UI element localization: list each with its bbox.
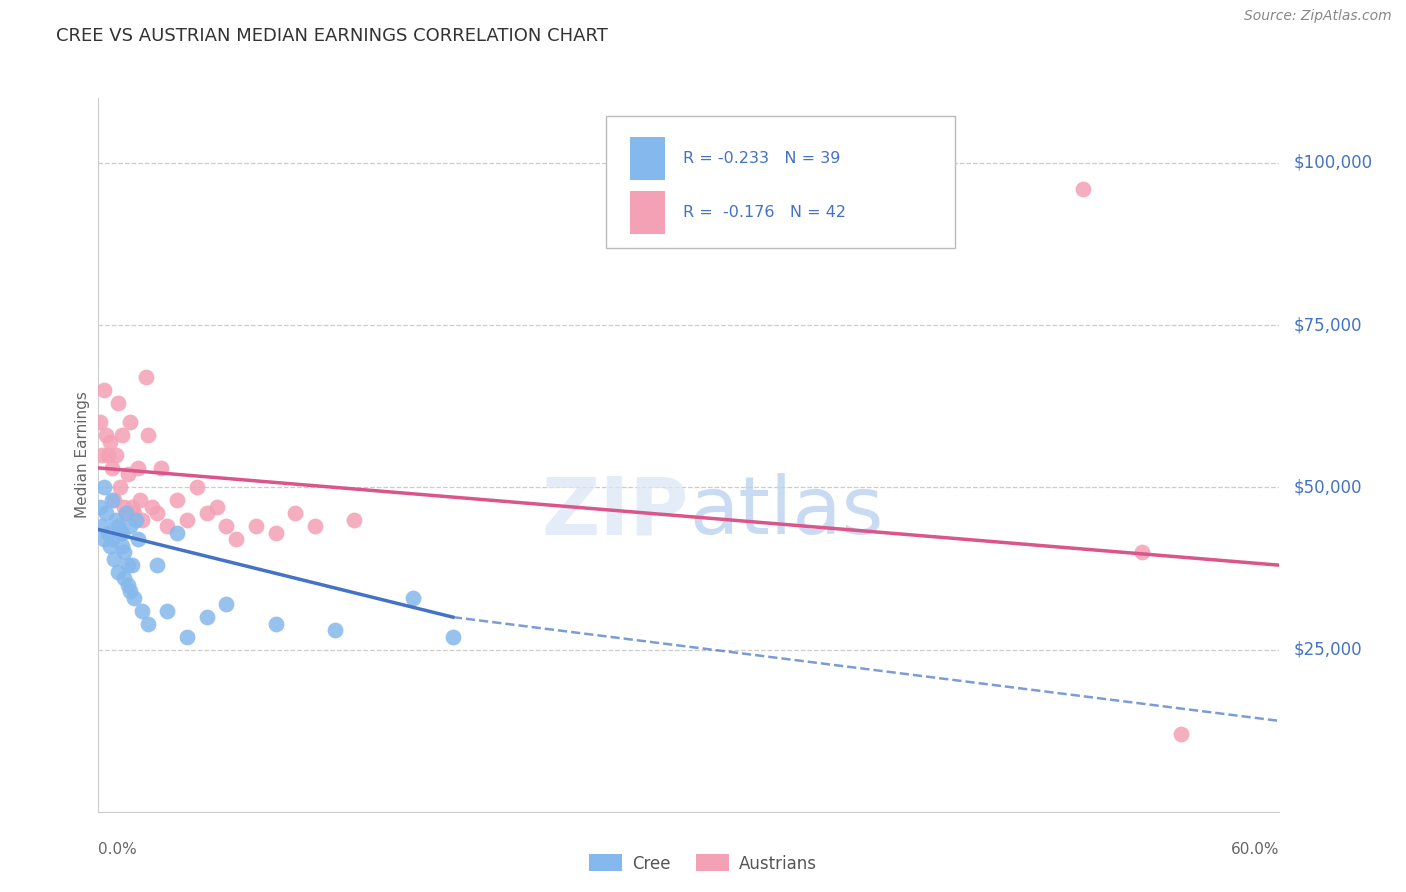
Point [112, 500, 135, 514]
Point [131, 604, 153, 618]
Point [91, 519, 114, 533]
Text: $50,000: $50,000 [1294, 478, 1362, 496]
Point [111, 428, 134, 442]
Point [127, 461, 149, 475]
Point [304, 519, 326, 533]
Point [115, 506, 138, 520]
Point [186, 480, 208, 494]
Text: R = -0.233   N = 39: R = -0.233 N = 39 [683, 152, 841, 166]
Point [215, 519, 238, 533]
Point [141, 500, 163, 514]
Point [111, 525, 134, 540]
Point [97, 448, 120, 462]
Point [176, 513, 198, 527]
Point [121, 500, 143, 514]
Point [176, 630, 198, 644]
Point [117, 467, 139, 482]
Point [150, 461, 173, 475]
Point [107, 519, 129, 533]
Point [107, 565, 129, 579]
Point [118, 584, 141, 599]
Point [117, 558, 139, 573]
Y-axis label: Median Earnings: Median Earnings [75, 392, 90, 518]
Point [136, 616, 159, 631]
Point [1170, 727, 1192, 741]
Point [93, 383, 115, 397]
FancyBboxPatch shape [630, 137, 665, 180]
Point [91, 448, 114, 462]
Point [118, 519, 141, 533]
Point [112, 545, 135, 559]
Point [107, 396, 129, 410]
Point [215, 597, 238, 611]
Point [195, 610, 218, 624]
Point [122, 591, 145, 605]
Point [97, 525, 120, 540]
Point [195, 506, 218, 520]
Text: $25,000: $25,000 [1294, 640, 1362, 658]
Point [93, 480, 115, 494]
Point [135, 370, 157, 384]
Point [1130, 545, 1153, 559]
Point [118, 416, 141, 430]
Point [1071, 182, 1094, 196]
FancyBboxPatch shape [606, 116, 955, 248]
Point [343, 513, 366, 527]
Point [284, 506, 307, 520]
Point [136, 428, 159, 442]
Point [93, 533, 115, 547]
FancyBboxPatch shape [630, 191, 665, 234]
Point [146, 506, 169, 520]
Text: CREE VS AUSTRIAN MEDIAN EARNINGS CORRELATION CHART: CREE VS AUSTRIAN MEDIAN EARNINGS CORRELA… [56, 27, 609, 45]
Point [108, 525, 131, 540]
Point [103, 551, 125, 566]
Point [323, 623, 346, 637]
Point [96, 428, 118, 442]
Point [205, 500, 228, 514]
Text: $100,000: $100,000 [1294, 154, 1372, 172]
Point [117, 577, 139, 591]
Legend: Cree, Austrians: Cree, Austrians [582, 847, 824, 880]
Point [115, 506, 138, 520]
Point [122, 506, 145, 520]
Point [156, 519, 179, 533]
Point [264, 616, 287, 631]
Text: 0.0%: 0.0% [98, 842, 138, 857]
Point [98, 434, 121, 449]
Point [245, 519, 267, 533]
Point [111, 539, 134, 553]
Text: $75,000: $75,000 [1294, 316, 1362, 334]
Point [112, 571, 135, 585]
Point [103, 493, 125, 508]
Point [108, 480, 131, 494]
Text: ZIP: ZIP [541, 473, 689, 551]
Point [146, 558, 169, 573]
Point [127, 533, 149, 547]
Text: Source: ZipAtlas.com: Source: ZipAtlas.com [1244, 9, 1392, 23]
Point [101, 493, 124, 508]
Point [101, 461, 124, 475]
Point [101, 533, 124, 547]
Point [105, 513, 128, 527]
Point [131, 513, 153, 527]
Text: 60.0%: 60.0% [1232, 842, 1279, 857]
Point [89, 500, 111, 514]
Point [96, 506, 118, 520]
Point [89, 416, 111, 430]
Point [166, 525, 188, 540]
Point [166, 493, 188, 508]
Point [98, 539, 121, 553]
Text: R =  -0.176   N = 42: R = -0.176 N = 42 [683, 205, 846, 219]
Point [264, 525, 287, 540]
Point [225, 533, 247, 547]
Point [441, 630, 464, 644]
Point [402, 591, 425, 605]
Point [128, 493, 150, 508]
Text: atlas: atlas [689, 473, 883, 551]
Point [121, 558, 143, 573]
Point [105, 448, 128, 462]
Point [125, 513, 148, 527]
Point [156, 604, 179, 618]
